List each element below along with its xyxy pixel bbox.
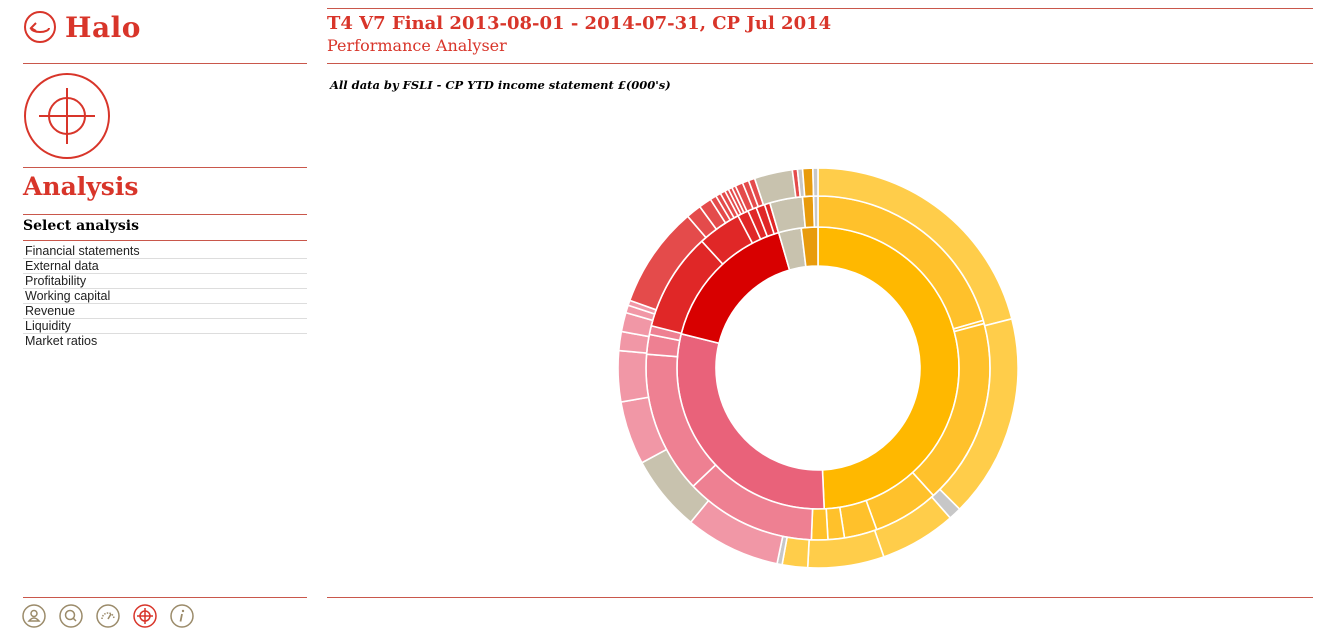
- halo-logo-icon: [24, 11, 56, 43]
- sunburst-outer-segment-31[interactable]: [812, 167, 819, 197]
- dashboard-icon[interactable]: [96, 604, 120, 628]
- crosshair-icon[interactable]: [133, 604, 157, 628]
- menu-item-liquidity[interactable]: Liquidity: [23, 319, 307, 334]
- sunburst-outer-segment-10[interactable]: [617, 349, 650, 403]
- section-title: Analysis: [23, 172, 139, 201]
- report-subtitle: Performance Analyser: [327, 36, 507, 55]
- divider: [23, 167, 307, 168]
- brand-name: Halo: [65, 10, 141, 44]
- select-analysis-heading: Select analysis: [23, 218, 139, 234]
- menu-item-working-capital[interactable]: Working capital: [23, 289, 307, 304]
- analysis-crosshair-icon: [24, 73, 110, 159]
- analysis-menu: Financial statements External data Profi…: [23, 244, 307, 348]
- search-icon[interactable]: [59, 604, 83, 628]
- divider: [23, 214, 307, 215]
- menu-item-market-ratios[interactable]: Market ratios: [25, 334, 98, 348]
- report-title: T4 V7 Final 2013-08-01 - 2014-07-31, CP …: [327, 13, 832, 34]
- divider: [23, 63, 307, 64]
- divider: [327, 8, 1313, 9]
- info-icon[interactable]: [170, 604, 194, 628]
- menu-item-financial-statements[interactable]: Financial statements: [23, 244, 307, 259]
- divider: [327, 597, 1313, 598]
- sunburst-middle-segment-6[interactable]: [810, 507, 829, 541]
- menu-item-revenue[interactable]: Revenue: [23, 304, 307, 319]
- divider: [23, 597, 307, 598]
- menu-item-external-data[interactable]: External data: [23, 259, 307, 274]
- chart-caption: All data by FSLI - CP YTD income stateme…: [330, 78, 671, 92]
- menu-item-profitability[interactable]: Profitability: [23, 274, 307, 289]
- halo-logo[interactable]: Halo: [23, 10, 141, 44]
- divider: [327, 63, 1313, 64]
- sunburst-middle-segment-19[interactable]: [812, 195, 819, 228]
- sunburst-outer-segment-30[interactable]: [801, 167, 815, 198]
- user-icon[interactable]: [22, 604, 46, 628]
- bottom-toolbar: [22, 604, 194, 628]
- sunburst-chart: [617, 167, 1019, 569]
- divider: [23, 240, 307, 241]
- sunburst-middle-segment-18[interactable]: [801, 195, 816, 229]
